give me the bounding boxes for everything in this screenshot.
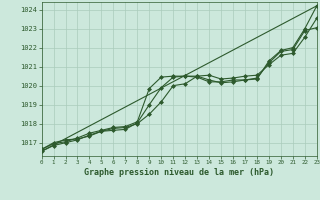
- X-axis label: Graphe pression niveau de la mer (hPa): Graphe pression niveau de la mer (hPa): [84, 168, 274, 177]
